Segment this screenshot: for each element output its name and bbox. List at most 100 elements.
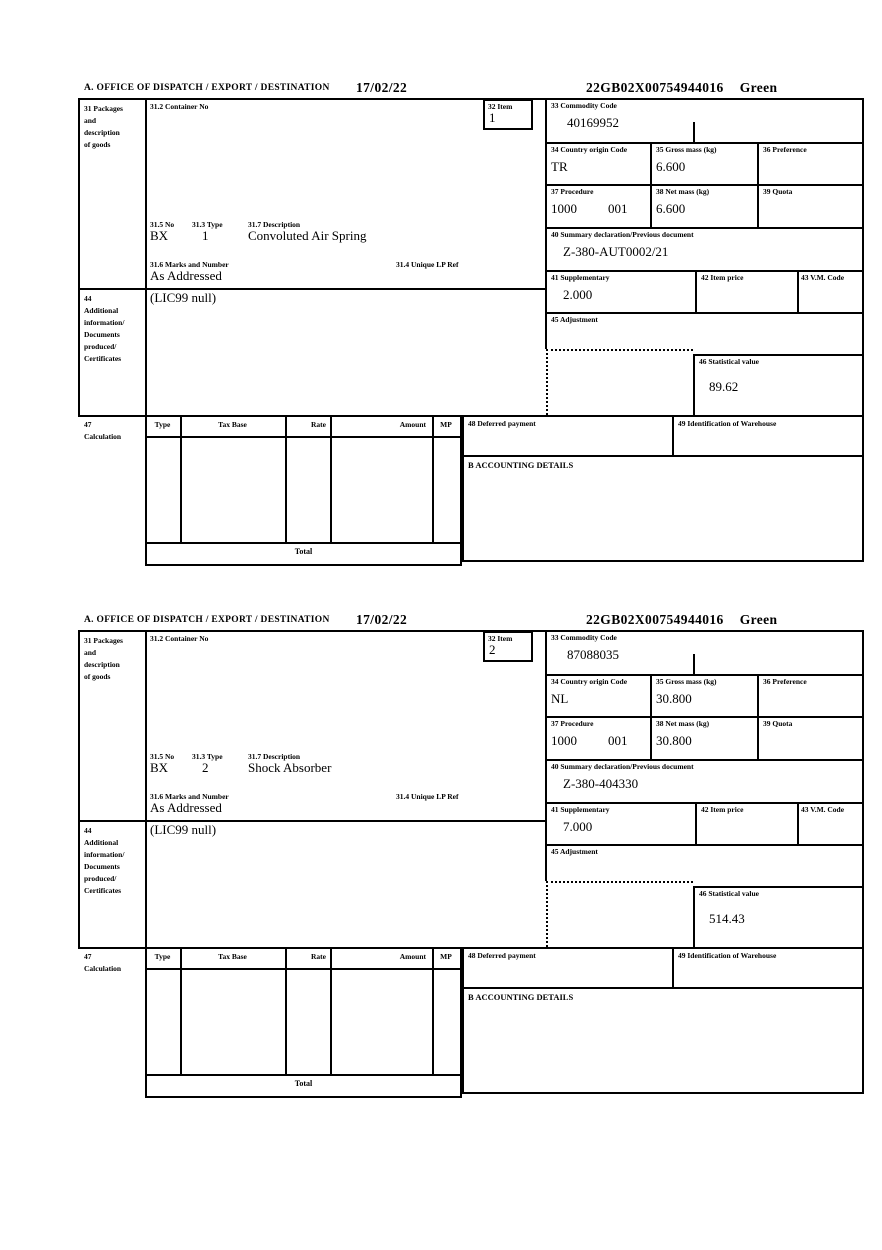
marks-and-number-value: As Addressed <box>150 800 222 815</box>
vm-code-label: 43 V.M. Code <box>801 273 845 282</box>
calc-col-amount: Amount <box>399 952 426 961</box>
statistical-value: 89.62 <box>709 379 739 394</box>
quota-label: 39 Quota <box>763 719 793 728</box>
calc-col-tax-base: Tax Base <box>218 420 247 429</box>
net-mass-value: 30.800 <box>656 733 692 748</box>
dotted-line <box>546 881 548 947</box>
calc-table-line <box>145 415 147 542</box>
calc-table-line <box>180 415 182 542</box>
calc-table-line <box>432 947 434 1074</box>
item-number-label: 32 Item <box>488 102 513 111</box>
additional-information-value: (LIC99 null) <box>150 822 217 837</box>
divider-line <box>650 674 652 716</box>
calc-col-rate: Rate <box>311 952 326 961</box>
gross-mass-value: 30.800 <box>656 691 692 706</box>
item-number-value: 2 <box>489 642 496 657</box>
warehouse-id-label: 49 Identification of Warehouse <box>678 419 777 428</box>
total-row-line <box>145 542 147 566</box>
right-column-divider <box>545 630 547 881</box>
summary-declaration-value: Z-380-AUT0002/21 <box>563 244 669 259</box>
statistical-value: 514.43 <box>709 911 745 926</box>
item-number-value: 1 <box>489 110 496 125</box>
supplementary-value: 7.000 <box>563 819 593 834</box>
procedure-value: 1000 <box>551 733 577 748</box>
declaration-item-section: A. OFFICE OF DISPATCH / EXPORT / DESTINA… <box>78 80 864 570</box>
total-row-line <box>145 1096 462 1098</box>
form-top-line <box>78 98 864 100</box>
divider-line <box>672 415 674 455</box>
divider-line <box>462 415 464 560</box>
divider-line <box>78 415 864 417</box>
declaration-item-section: A. OFFICE OF DISPATCH / EXPORT / DESTINA… <box>78 612 864 1102</box>
country-origin-label: 34 Country origin Code <box>551 677 628 686</box>
divider-line <box>757 674 759 716</box>
statistical-value-label: 46 Statistical value <box>699 357 759 366</box>
net-mass-label: 38 Net mass (kg) <box>656 719 710 728</box>
package-no-label: 31.5 No <box>150 220 175 229</box>
divider-line <box>545 716 862 718</box>
procedure-extra-value: 001 <box>608 733 628 748</box>
gross-mass-label: 35 Gross mass (kg) <box>656 677 717 686</box>
movement-reference-number: 22GB02X00754944016 <box>586 612 724 627</box>
calc-table-line <box>460 947 462 1074</box>
adjustment-label: 45 Adjustment <box>551 847 598 856</box>
divider-line <box>757 184 759 227</box>
form-left-border <box>78 630 80 947</box>
form-left-border <box>78 98 80 415</box>
divider-line <box>462 947 464 1092</box>
item-number-box: 32 Item 2 <box>483 631 533 662</box>
procedure-extra-value: 001 <box>608 201 628 216</box>
package-kind-value: BX <box>150 760 169 775</box>
divider-line <box>545 759 862 761</box>
reference-row: 22GB02X00754944016 Green <box>586 612 777 628</box>
calc-table-line <box>460 415 462 542</box>
divider-line <box>78 820 545 822</box>
office-of-dispatch-label: A. OFFICE OF DISPATCH / EXPORT / DESTINA… <box>84 615 330 625</box>
marks-and-number-value: As Addressed <box>150 268 222 283</box>
divider-line <box>545 312 862 314</box>
box44-label: 44 Additional information/ Documents pro… <box>84 294 125 363</box>
summary-declaration-value: Z-380-404330 <box>563 776 639 791</box>
supplementary-label: 41 Supplementary <box>551 805 610 814</box>
dotted-line <box>546 881 693 883</box>
calc-col-rate: Rate <box>311 420 326 429</box>
dotted-line <box>546 349 693 351</box>
item-price-label: 42 Item price <box>701 805 744 814</box>
movement-reference-number: 22GB02X00754944016 <box>586 80 724 95</box>
dotted-line <box>546 349 548 415</box>
calc-col-type: Type <box>154 952 171 961</box>
goods-description-value: Convoluted Air Spring <box>248 228 367 243</box>
divider-line <box>695 270 697 312</box>
divider-line <box>797 802 799 844</box>
divider-line <box>757 142 759 184</box>
declaration-date: 17/02/22 <box>356 80 408 95</box>
net-mass-value: 6.600 <box>656 201 686 216</box>
box31-packages-label: 31 Packages and description of goods <box>84 636 123 681</box>
divider-line <box>672 947 674 987</box>
item-number-box: 32 Item 1 <box>483 99 533 130</box>
divider-line <box>693 886 695 947</box>
warehouse-id-label: 49 Identification of Warehouse <box>678 951 777 960</box>
accounting-details-label: B ACCOUNTING DETAILS <box>468 460 574 470</box>
box47-calculation-label: 47 Calculation <box>84 420 122 441</box>
divider-line <box>650 184 652 227</box>
total-row-line <box>145 564 462 566</box>
package-no-label: 31.5 No <box>150 752 175 761</box>
total-row-line <box>460 542 462 566</box>
label-column-divider <box>145 98 147 415</box>
form-right-border <box>862 630 864 1094</box>
package-count-value: 2 <box>202 760 209 775</box>
calc-table-line <box>145 968 462 970</box>
commodity-code-separator-line <box>693 654 695 674</box>
box44-label: 44 Additional information/ Documents pro… <box>84 826 125 895</box>
calc-col-amount: Amount <box>399 420 426 429</box>
accounting-details-label: B ACCOUNTING DETAILS <box>468 992 574 1002</box>
commodity-code-separator-line <box>693 122 695 142</box>
divider-line <box>545 142 862 144</box>
marks-and-number-label: 31.6 Marks and Number <box>150 792 229 801</box>
calc-table-line <box>330 947 332 1074</box>
commodity-code-value: 87088035 <box>567 647 619 662</box>
container-no-label: 31.2 Container No <box>150 102 209 111</box>
reference-row: 22GB02X00754944016 Green <box>586 80 777 96</box>
